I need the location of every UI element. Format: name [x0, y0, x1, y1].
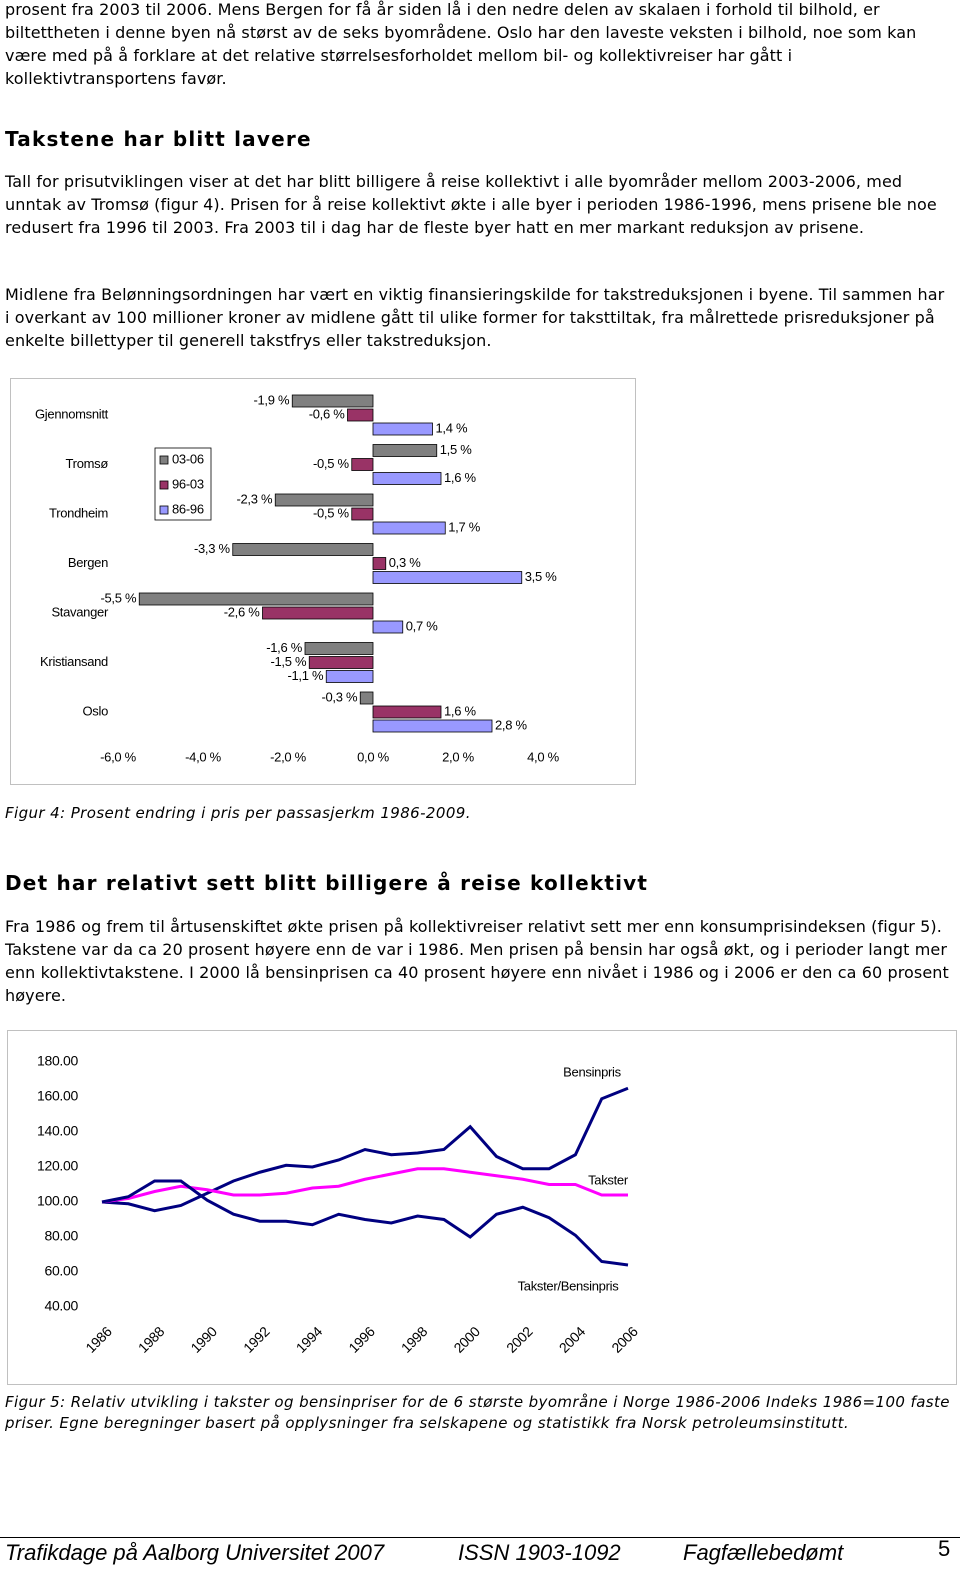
value-label: -5,5 %: [100, 590, 137, 605]
footer-rule: [0, 1537, 960, 1538]
y-tick-label: 140.00: [37, 1123, 79, 1139]
line-chart: 180.00 160.00 140.00 120.00 100.00 80.00 60.00…: [7, 1030, 957, 1385]
value-label: 2,8 %: [495, 717, 527, 732]
value-label: -0,5 %: [313, 456, 350, 471]
bar: [232, 543, 374, 556]
paragraph: Fra 1986 og frem til årtusenskiftet økte…: [5, 917, 949, 1005]
paragraph: Midlene fra Belønningsordningen har vært…: [5, 285, 945, 350]
caption: Figur 4: Prosent endring i pris per pass…: [5, 804, 471, 822]
value-label: 1,4 %: [436, 420, 468, 435]
series-label: Bensinpris: [563, 1065, 621, 1080]
value-label: -2,3 %: [236, 491, 273, 506]
category-label: Bergen: [68, 555, 108, 570]
chart-frame: [10, 378, 636, 785]
legend-label: 86-96: [172, 501, 204, 516]
bar: [372, 557, 387, 570]
bar: [372, 620, 404, 634]
value-label: -0,5 %: [313, 505, 350, 520]
value-label: -1,6 %: [266, 640, 303, 655]
paragraph: Tall for prisutviklingen viser at det ha…: [5, 172, 937, 237]
bar: [372, 472, 442, 485]
legend-label: 96-03: [172, 476, 204, 491]
x-tick-label: -4,0 %: [185, 749, 222, 764]
bar-chart: -6,0 % -4,0 % -2,0 % 0,0 % 2,0 % 4,0 % Gjennom…: [10, 378, 636, 785]
y-tick-label: 80.00: [44, 1228, 78, 1244]
value-label: -3,3 %: [194, 541, 231, 556]
y-tick-label: 120.00: [37, 1158, 79, 1174]
series-label: Takster/Bensinpris: [518, 1278, 620, 1293]
page-number: 5: [938, 1536, 951, 1561]
value-label: -0,6 %: [309, 406, 346, 421]
value-label: -1,9 %: [253, 392, 290, 407]
bar: [347, 408, 374, 422]
bar: [351, 507, 374, 521]
category-label: Kristiansand: [40, 654, 108, 669]
bar: [274, 493, 374, 507]
y-tick-label: 180.00: [37, 1053, 79, 1069]
bar: [372, 719, 493, 733]
legend-swatch: [159, 480, 169, 490]
series-label: Takster: [588, 1172, 629, 1187]
value-label: 1,6 %: [444, 703, 476, 718]
footer-text: Fagfællebedømt: [683, 1540, 844, 1565]
bar: [304, 642, 374, 655]
value-label: -1,5 %: [270, 654, 307, 669]
bar: [372, 571, 523, 584]
category-label: Trondheim: [49, 505, 108, 520]
legend-label: 03-06: [172, 451, 204, 466]
bar: [372, 521, 446, 535]
bar: [351, 458, 374, 471]
x-tick-label: 4,0 %: [527, 749, 559, 764]
value-label: 0,3 %: [389, 555, 421, 570]
y-tick-label: 100.00: [37, 1193, 79, 1209]
legend-swatch: [159, 455, 169, 465]
bar: [372, 422, 433, 436]
y-tick-label: 160.00: [37, 1088, 79, 1104]
value-label: 3,5 %: [525, 569, 557, 584]
heading: Takstene har blitt lavere: [5, 127, 312, 151]
category-label: Oslo: [82, 703, 108, 718]
bar: [262, 606, 374, 620]
value-label: 1,5 %: [440, 442, 472, 457]
x-tick-label: -6,0 %: [100, 749, 137, 764]
bar: [138, 592, 374, 606]
heading: Det har relativt sett blitt billigere å …: [5, 871, 649, 895]
x-tick-label: -2,0 %: [270, 749, 307, 764]
value-label: -1,1 %: [287, 668, 324, 683]
y-tick-label: 60.00: [44, 1263, 78, 1279]
bar: [372, 705, 442, 719]
bar: [372, 444, 438, 457]
caption: Figur 5: Relativ utvikling i takster og …: [5, 1393, 950, 1432]
value-label: 1,6 %: [444, 470, 476, 485]
bar: [308, 656, 374, 669]
value-label: 0,7 %: [406, 618, 438, 633]
line: [101, 1086, 629, 1213]
value-label: 1,7 %: [448, 519, 480, 534]
footer-text: ISSN 1903-1092: [458, 1540, 621, 1565]
value-label: -0,3 %: [321, 689, 358, 704]
legend-swatch: [159, 505, 169, 515]
bar: [291, 394, 374, 408]
x-tick-label: 2,0 %: [442, 749, 474, 764]
paragraph: prosent fra 2003 til 2006. Mens Bergen f…: [5, 0, 917, 88]
y-tick-label: 40.00: [44, 1298, 78, 1314]
x-tick-label: 0,0 %: [357, 749, 389, 764]
footer-text: Trafikdage på Aalborg Universitet 2007: [5, 1540, 385, 1565]
bar: [325, 670, 374, 683]
category-label: Stavanger: [51, 604, 109, 619]
line: [101, 1179, 629, 1267]
category-label: Tromsø: [66, 456, 109, 471]
value-label: -2,6 %: [224, 604, 261, 619]
category-label: Gjennomsnitt: [35, 406, 109, 421]
bar: [359, 691, 374, 705]
